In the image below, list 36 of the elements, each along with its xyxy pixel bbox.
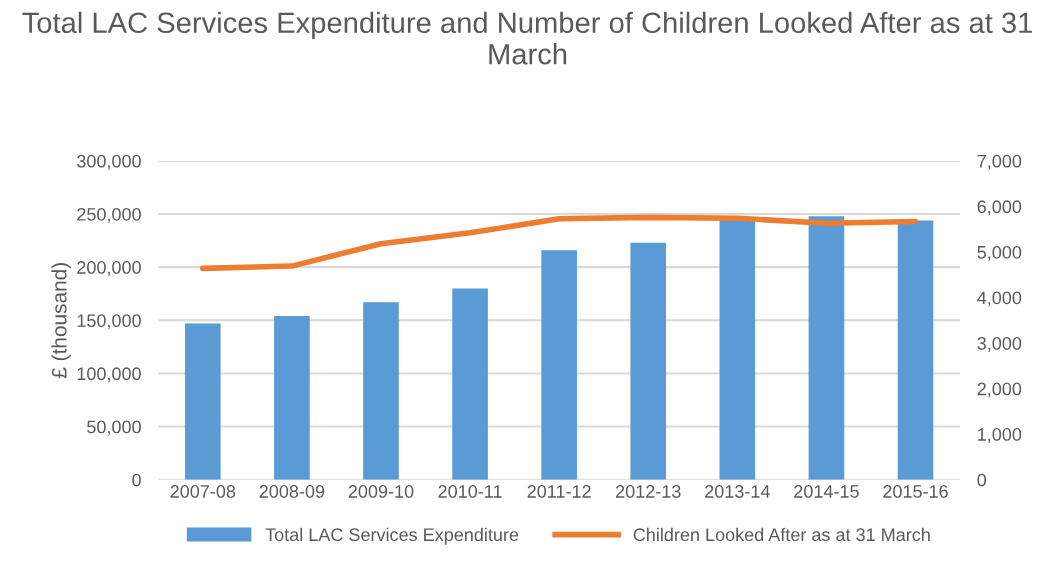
bar bbox=[541, 250, 577, 480]
y2-tick-label: 2,000 bbox=[977, 382, 1022, 398]
bar bbox=[184, 323, 221, 480]
bar bbox=[452, 288, 488, 480]
x-tick-label: 2008-09 bbox=[259, 485, 325, 498]
legend-label: Children Looked After as at 31 March bbox=[633, 527, 930, 542]
y2-tick-label: 4,000 bbox=[977, 291, 1022, 307]
bar bbox=[274, 316, 310, 480]
x-tick-label: 2007-08 bbox=[170, 485, 236, 498]
y-tick-label: 200,000 bbox=[77, 261, 141, 276]
y2-tick-label: 5,000 bbox=[977, 245, 1022, 261]
y2-tick-label: 3,000 bbox=[977, 337, 1022, 352]
x-tick-label: 2011-12 bbox=[527, 485, 591, 498]
bar bbox=[808, 216, 845, 480]
y2-tick-label: 6,000 bbox=[977, 200, 1022, 216]
y-axis-title: £ (thousand) bbox=[51, 263, 71, 379]
y-tick-label: 0 bbox=[132, 473, 141, 487]
y-tick-label: 150,000 bbox=[77, 314, 141, 330]
x-tick-label: 2015-16 bbox=[883, 485, 948, 498]
bar bbox=[897, 220, 934, 480]
bar bbox=[630, 242, 667, 480]
bar bbox=[363, 302, 399, 480]
y2-tick-label: 7,000 bbox=[977, 154, 1022, 170]
y-tick-label: 250,000 bbox=[77, 207, 141, 223]
y-tick-label: 300,000 bbox=[77, 154, 141, 170]
x-tick-label: 2012-13 bbox=[616, 485, 681, 498]
legend-label: Total LAC Services Expenditure bbox=[265, 527, 519, 545]
x-tick-label: 2014-15 bbox=[794, 485, 859, 498]
y-tick-label: 100,000 bbox=[77, 367, 141, 383]
y-tick-label: 50,000 bbox=[87, 420, 141, 436]
y2-tick-label: 1,000 bbox=[978, 428, 1022, 444]
x-tick-label: 2009-10 bbox=[348, 485, 414, 498]
chart-title: Total LAC Services Expenditure and Number of Children Looked After as at 31 March bbox=[22, 11, 1032, 65]
x-tick-label: 2010-11 bbox=[438, 485, 502, 498]
y2-tick-label: 0 bbox=[977, 473, 987, 487]
x-tick-label: 2013-14 bbox=[705, 485, 770, 498]
